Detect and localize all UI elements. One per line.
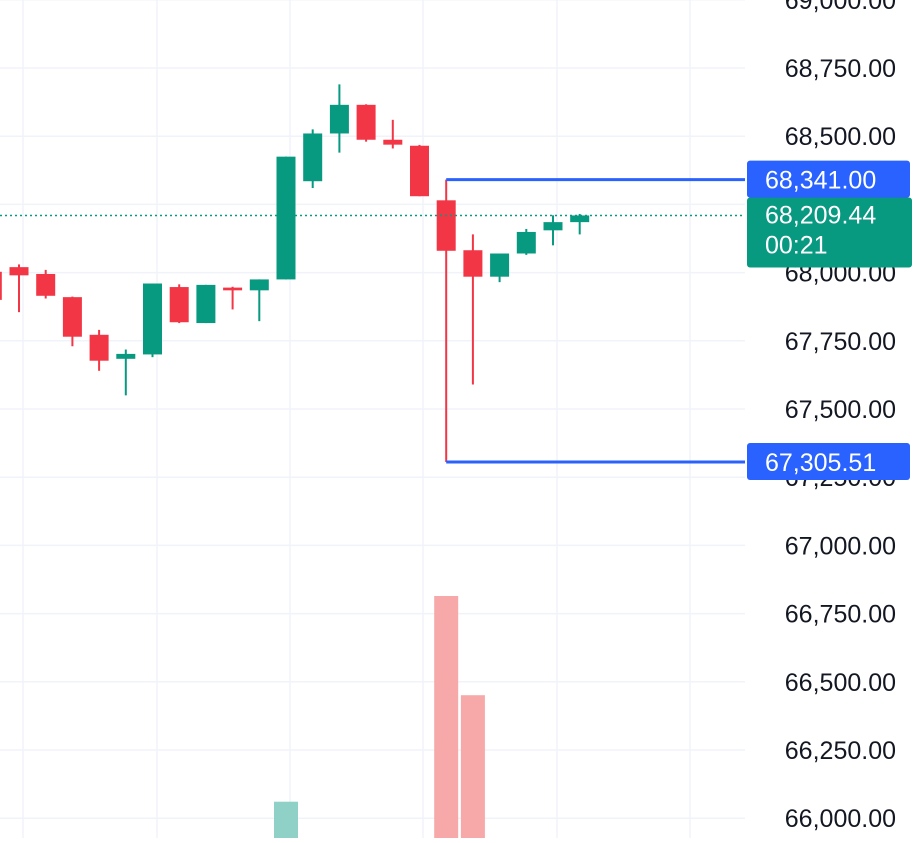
candle-body [143,283,162,355]
candle-body [463,250,483,277]
price-axis[interactable]: 69,000.0068,750.0068,500.0068,250.0068,0… [747,0,912,833]
candle[interactable] [116,349,136,396]
price-axis-tick-label: 67,750.00 [785,328,896,356]
candlesticks[interactable] [0,84,590,463]
candle[interactable] [516,228,536,255]
candle[interactable] [143,283,162,358]
candle[interactable] [276,156,296,280]
candle[interactable] [62,296,82,347]
candle[interactable] [169,284,189,324]
candle[interactable] [410,144,429,197]
candle[interactable] [329,84,349,153]
candle-body [89,334,109,361]
current-price-badge-bg [747,197,912,268]
candle-body [356,104,376,140]
price-axis-tick-label: 66,750.00 [785,601,896,629]
price-axis-tick-label: 66,000.00 [785,805,896,833]
bar-countdown: 00:21 [765,231,828,259]
candle-body [329,104,349,134]
volume-bar [274,801,298,838]
candle-body [62,297,82,337]
candle[interactable] [36,269,56,299]
candle-body [490,253,510,277]
candle[interactable] [196,284,216,324]
candle-body [36,273,56,296]
range-high-label: 68,341.00 [765,167,876,195]
price-axis-tick-label: 68,750.00 [785,55,896,83]
price-axis-tick-label: 66,250.00 [785,737,896,765]
candle-body [249,279,269,291]
candle[interactable] [570,213,590,235]
candle[interactable] [490,253,510,283]
volume-bar [434,596,459,838]
price-axis-tick-label: 67,000.00 [785,532,896,560]
candle[interactable] [0,265,2,301]
current-price-value: 68,209.44 [765,201,876,229]
price-axis-tick-label: 68,500.00 [785,123,896,151]
candle[interactable] [223,286,243,310]
grid [0,0,745,838]
candle[interactable] [383,119,403,149]
candle-body [436,200,456,251]
candle[interactable] [463,234,483,385]
candle[interactable] [89,329,109,371]
range-measure-tool[interactable]: 68,341.00 67,305.51 [446,160,910,481]
candle[interactable] [543,215,563,246]
candle-body [303,133,323,182]
range-low-label: 67,305.51 [765,449,876,477]
candle-body [223,287,243,291]
volume-bars [274,596,485,838]
price-axis-tick-label: 67,500.00 [785,396,896,424]
candle[interactable] [249,279,269,322]
range-high-badge [747,160,910,198]
candle-body [0,271,2,300]
candle-body [543,222,563,231]
candle-body [9,267,29,276]
candle-body [516,231,536,254]
volume-bar [460,695,485,838]
candle[interactable] [303,129,323,189]
price-axis-tick-label: 66,500.00 [785,669,896,697]
candle[interactable] [436,179,456,463]
candle-body [169,287,189,323]
candle[interactable] [356,104,376,142]
candle-body [276,156,296,280]
price-axis-tick-label: 69,000.00 [785,0,896,15]
candle-body [410,145,429,197]
candle-body [383,139,403,145]
candle[interactable] [9,264,29,313]
range-low-badge [747,443,910,481]
candle-body [196,284,216,324]
candle-body [570,215,590,223]
candle-body [116,353,136,359]
